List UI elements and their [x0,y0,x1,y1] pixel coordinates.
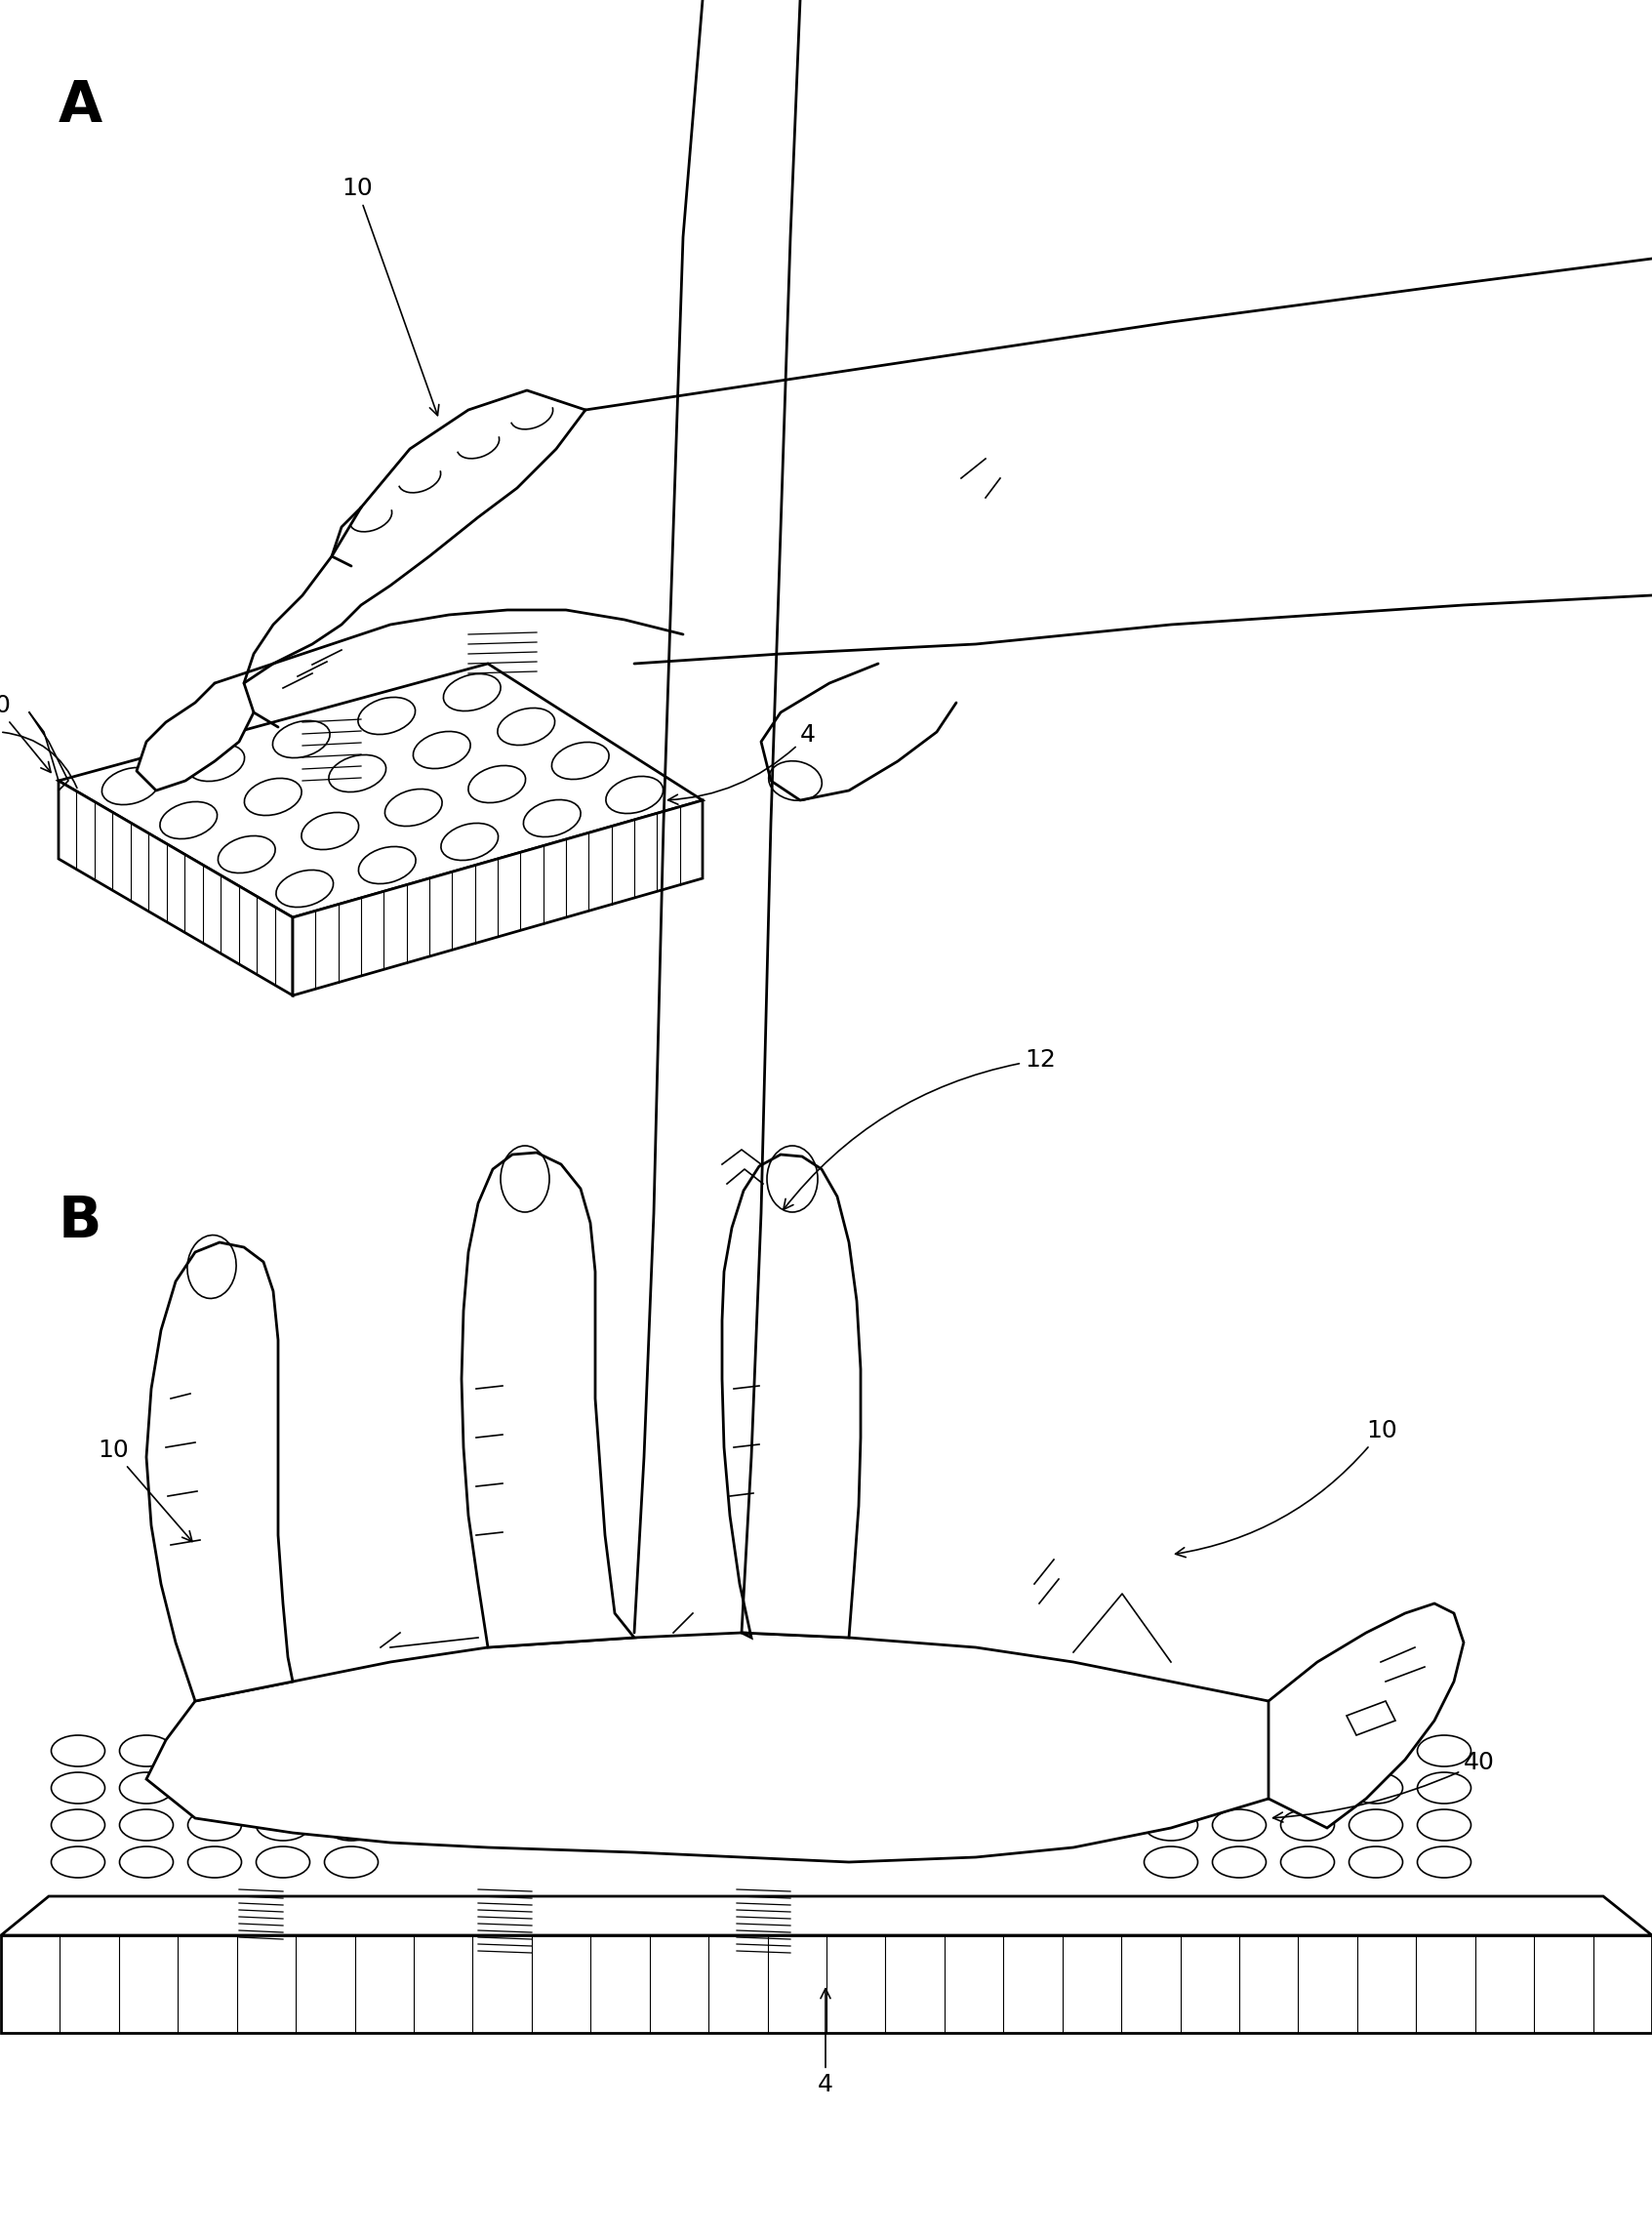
Polygon shape [2,1934,1652,2032]
Polygon shape [58,663,702,917]
Text: 4: 4 [667,723,816,805]
Polygon shape [147,1633,1317,1863]
Text: 40: 40 [0,694,51,772]
Polygon shape [2,1896,1652,1934]
Text: 4: 4 [818,1988,833,2097]
Polygon shape [292,801,702,995]
Polygon shape [461,1153,634,1646]
Text: 10: 10 [1176,1419,1398,1557]
Polygon shape [722,1153,861,1638]
Text: 10: 10 [97,1439,192,1542]
Polygon shape [1346,1700,1396,1736]
Text: 12: 12 [783,1049,1056,1209]
Text: 40: 40 [1274,1751,1495,1823]
Text: 10: 10 [342,176,439,415]
Polygon shape [1269,1604,1464,1827]
Polygon shape [147,1243,292,1700]
Text: A: A [58,78,102,134]
Polygon shape [58,781,292,995]
Text: B: B [58,1194,102,1249]
PathPatch shape [762,663,957,801]
PathPatch shape [137,683,254,790]
